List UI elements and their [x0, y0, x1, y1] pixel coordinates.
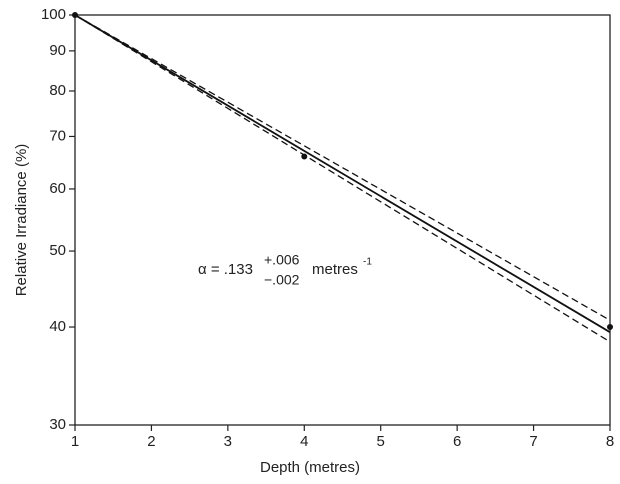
x-axis-label: Depth (metres): [260, 459, 360, 476]
x-tick-label: 4: [300, 433, 308, 450]
y-tick-label: 40: [49, 318, 66, 335]
x-tick-label: 2: [147, 433, 155, 450]
x-tick-label: 8: [606, 433, 614, 450]
annotation-plus: +.006: [264, 252, 300, 268]
annotation-unit: metres: [312, 261, 358, 278]
data-point: [607, 324, 613, 331]
annotation-exponent: -1: [363, 257, 372, 268]
x-tick-label: 1: [71, 433, 79, 450]
fit-line: [74, 14, 611, 333]
y-tick-label: 100: [41, 6, 66, 23]
annotation-minus: −.002: [264, 272, 300, 288]
y-tick-label: 30: [49, 416, 66, 433]
plot-frame: [74, 14, 611, 426]
data-point: [301, 153, 308, 160]
y-tick-label: 70: [49, 127, 66, 144]
y-axis-label: Relative Irradiance (%): [13, 144, 30, 297]
annotation: α = .133 +.006 −.002 metres -1: [198, 252, 372, 288]
y-tick-label: 60: [49, 180, 66, 197]
dashed-line: [74, 14, 611, 343]
y-tick-label: 80: [49, 82, 66, 99]
x-tick-label: 5: [377, 433, 385, 450]
data-point: [72, 12, 78, 18]
dashed-line: [74, 14, 611, 321]
y-tick-label: 90: [49, 42, 66, 59]
x-tick-label: 3: [224, 433, 232, 450]
x-tick-label: 6: [453, 433, 461, 450]
x-tick-label: 7: [529, 433, 537, 450]
y-tick-label: 50: [49, 242, 66, 259]
annotation-main: α = .133: [198, 261, 253, 278]
